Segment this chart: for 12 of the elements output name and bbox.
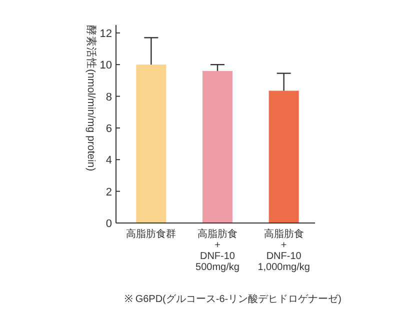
y-tick-label: 10: [100, 60, 112, 72]
text: ※ G6PD(グルコース-6-リン酸デヒドロゲナーゼ): [124, 293, 342, 305]
x-tick-label: 高脂肪食 + DNF-10 1,000mg/kg: [258, 228, 310, 273]
y-tick-label: 0: [106, 218, 112, 230]
y-tick-label: 12: [100, 28, 112, 40]
y-tick-label: 2: [106, 186, 112, 198]
x-tick-label: 高脂肪食群: [126, 228, 176, 240]
x-tick-label: 高脂肪食 + DNF-10 500mg/kg: [196, 228, 240, 273]
y-axis-title: 酵素活性(nmol/min/mg protein): [85, 25, 98, 172]
y-tick-label: 6: [106, 122, 112, 135]
y-tick-label: 8: [106, 91, 112, 104]
y-tick-label: 4: [106, 154, 112, 167]
